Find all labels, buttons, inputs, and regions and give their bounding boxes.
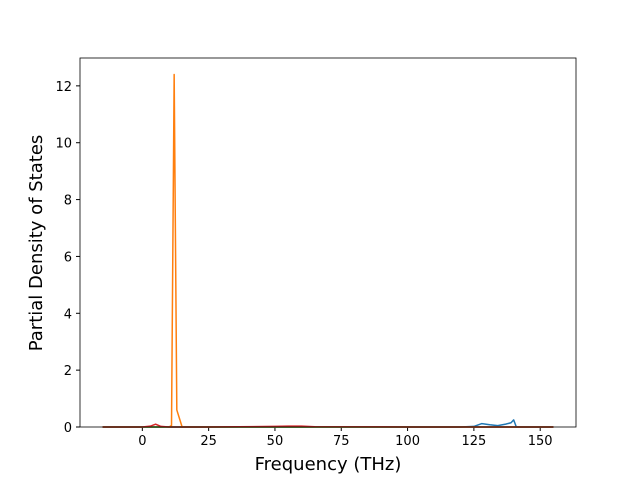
x-tick-label: 150 xyxy=(528,434,553,449)
y-tick-label: 2 xyxy=(64,364,72,379)
x-tick-label: 125 xyxy=(461,434,486,449)
y-tick-label: 4 xyxy=(64,307,72,322)
y-tick-label: 6 xyxy=(64,250,72,265)
y-tick-label: 0 xyxy=(64,421,72,436)
y-axis-label: Partial Density of States xyxy=(26,135,47,352)
x-tick-label: 25 xyxy=(200,434,217,449)
x-tick-label: 50 xyxy=(267,434,284,449)
x-tick-label: 75 xyxy=(333,434,350,449)
x-tick-label: 0 xyxy=(138,434,146,449)
y-tick-label: 12 xyxy=(55,80,72,95)
plot-frame xyxy=(79,57,577,428)
y-tick-label: 8 xyxy=(64,194,72,209)
y-tick-label: 10 xyxy=(55,137,72,152)
series-line xyxy=(102,73,554,428)
x-tick-label: 100 xyxy=(395,434,420,449)
x-axis-label: Frequency (THz) xyxy=(255,454,402,475)
